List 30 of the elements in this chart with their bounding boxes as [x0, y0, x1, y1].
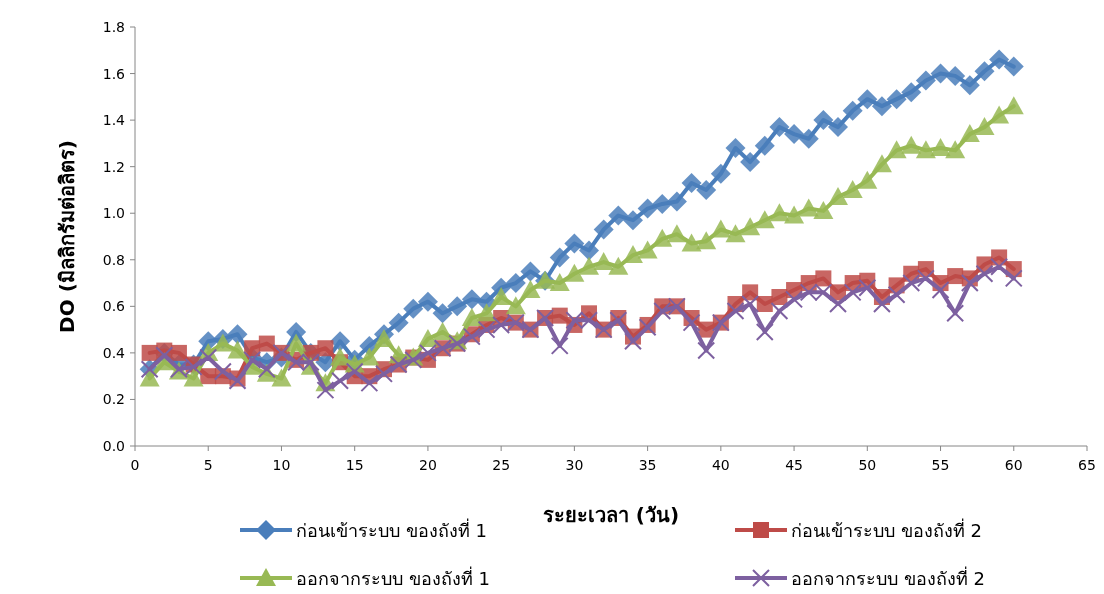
legend-label: ออกจากระบบ ของถังที่ 1 [296, 566, 490, 589]
x-tick-label: 5 [203, 457, 213, 473]
x-tick-label: 40 [711, 457, 730, 473]
y-tick-label: 1.4 [102, 112, 126, 129]
y-axis-title: DO (มิลลิกรัมต่อลิตร) [55, 140, 79, 333]
y-tick-label: 1.0 [102, 205, 125, 222]
x-tick-label: 15 [345, 457, 364, 473]
y-tick-label: 0.0 [102, 438, 125, 454]
y-tick-label: 1.2 [102, 158, 125, 175]
y-tick-label: 1.8 [102, 19, 125, 35]
legend-label: ก่อนเข้าระบบ ของถังที่ 1 [296, 518, 487, 541]
x-tick-label: 50 [858, 457, 877, 473]
x-tick-label: 10 [272, 457, 291, 473]
x-tick-label: 65 [1078, 457, 1096, 473]
y-tick-label: 0.2 [102, 391, 125, 408]
x-tick-label: 30 [565, 457, 584, 473]
x-tick-label: 20 [419, 457, 437, 473]
y-tick-label: 1.6 [102, 65, 126, 82]
x-axis-title: ระยะเวลา (วัน) [542, 503, 680, 527]
x-tick-label: 25 [492, 457, 511, 473]
x-tick-label: 35 [638, 457, 657, 473]
legend-label: ก่อนเข้าระบบ ของถังที่ 2 [791, 518, 982, 541]
y-tick-label: 0.8 [102, 251, 125, 268]
x-tick-label: 0 [130, 457, 140, 473]
x-tick-label: 60 [1004, 457, 1023, 473]
x-tick-label: 55 [931, 457, 950, 473]
legend-label: ออกจากระบบ ของถังที่ 2 [791, 566, 985, 589]
x-tick-label: 45 [785, 457, 803, 473]
y-tick-label: 0.6 [102, 298, 126, 315]
y-tick-label: 0.4 [102, 344, 126, 361]
